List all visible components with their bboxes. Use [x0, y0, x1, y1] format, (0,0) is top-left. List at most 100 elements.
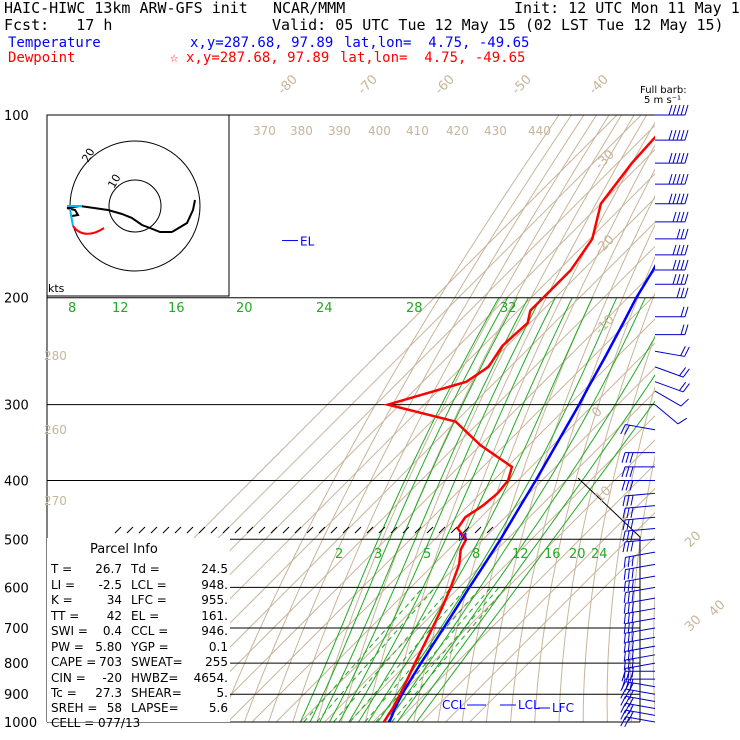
inset-border: [577, 477, 641, 722]
hatch-mark: [198, 526, 206, 534]
parcel-value: 5.6: [209, 701, 228, 715]
hodograph: 10 20 kts: [46, 114, 230, 297]
mixing-ratio-label: 12: [512, 547, 529, 562]
parcel-key: Td =: [130, 562, 160, 576]
wind-barb: [620, 702, 656, 715]
dry-adiabat-line: [437, 144, 655, 722]
mixing-ratio-label: 3: [374, 547, 382, 562]
hodograph-ring-10: [108, 179, 162, 233]
moist-adiabat-line: [406, 374, 655, 722]
dry-adiabat-line: [389, 115, 648, 722]
dry-adiabat-line: [582, 334, 655, 722]
dry-adiabat-line: [292, 115, 597, 722]
mixing-ratio-label: 28: [406, 301, 423, 316]
parcel-value: 34: [107, 593, 122, 607]
parcel-key: EL =: [131, 609, 159, 623]
pressure-label: 400: [4, 474, 29, 489]
parcel-info-title: Parcel Info: [90, 542, 158, 557]
valid-time: Valid: 05 UTC Tue 12 May 15 (02 LST Tue …: [272, 16, 724, 34]
theta-label: 280: [44, 349, 67, 363]
wind-barb: [620, 716, 656, 728]
hodograph-ring-label: 10: [105, 172, 123, 191]
parcel-value: 255: [205, 655, 228, 669]
parcel-info-bg: [47, 538, 230, 722]
moist-adiabat-line: [299, 297, 500, 722]
dry-adiabat-line: [243, 115, 572, 722]
parcel-cell: CELL = 077/13: [51, 716, 140, 730]
hatch-mark: [114, 526, 122, 534]
temperature-xy: x,y=287.68, 97.89: [190, 35, 334, 51]
hatch-mark: [186, 526, 194, 534]
parcel-value: 948.: [201, 578, 228, 592]
hatch-mark: [462, 526, 470, 534]
theta-label: 380: [290, 124, 313, 138]
isotherm-label: 40: [706, 598, 728, 620]
wind-barb: [621, 678, 655, 690]
wind-barb: [655, 228, 689, 240]
hatch-mark: [414, 526, 422, 534]
parcel-value: 27.3: [95, 686, 122, 700]
isotherm-label: -40: [586, 72, 612, 98]
wind-barb: [655, 274, 689, 285]
init-time: Init: 12 UTC Mon 11 May 15: [514, 0, 740, 17]
hatch-mark: [426, 526, 434, 534]
barb-legend-units: 5 m s⁻¹: [644, 95, 681, 106]
parcel-info-panel: Parcel Info T = 26.7 Td = 24.5 LI = -2.5 LCL = 9…: [47, 538, 230, 730]
wind-barb: [622, 505, 656, 519]
header: HAIC-HIWC 13km ARW-GFS init NCAR/MMM Ini…: [0, 0, 740, 106]
dewpoint-marker-icon: ☆: [170, 50, 179, 66]
melting-level-label: M: [458, 531, 468, 544]
wind-barb: [620, 688, 656, 700]
barb-legend-title: Full barb:: [640, 85, 687, 96]
hatch-mark: [294, 526, 302, 534]
sounding-traces: EL CCL LCL LFC M: [282, 135, 655, 722]
pressure-label: 900: [4, 688, 29, 703]
wind-barb: [623, 597, 656, 614]
hatch-mark: [174, 526, 182, 534]
hatch-mark: [330, 526, 338, 534]
wind-barb: [654, 381, 690, 393]
wind-barb: [620, 709, 656, 722]
wind-barbs: [620, 104, 690, 728]
pressure-label: 100: [4, 109, 29, 124]
dry-adiabat-line: [268, 115, 585, 722]
wind-barb: [621, 466, 655, 478]
pressure-label: 800: [4, 657, 29, 672]
wind-barb: [622, 528, 656, 542]
forecast-hour: Fcst: 17 h: [4, 16, 113, 34]
parcel-value: 0.1: [209, 640, 228, 654]
wind-barb: [655, 174, 689, 185]
hatch-mark: [234, 526, 242, 534]
dry-adiabat-line: [676, 115, 740, 722]
wind-barb: [655, 244, 689, 256]
dry-adiabat-line: [485, 194, 655, 722]
wind-barb: [623, 617, 656, 635]
parcel-key: CIN =: [51, 671, 86, 685]
wind-barb: [621, 452, 655, 463]
mixing-ratio-label: 16: [168, 301, 185, 316]
hatch-mark: [354, 526, 362, 534]
pressure-label: 600: [4, 581, 29, 596]
moist-adiabat-line: [348, 297, 556, 722]
dry-adiabat-line: [510, 223, 655, 722]
theta-label: 430: [484, 124, 507, 138]
wind-barb: [654, 346, 690, 357]
dewpoint-trace: [382, 135, 655, 722]
parcel-key: CCL =: [131, 624, 168, 638]
parcel-key: LI =: [51, 578, 75, 592]
parcel-key: K =: [51, 593, 73, 607]
isotherm-line: [179, 245, 655, 722]
model-title: HAIC-HIWC 13km ARW-GFS init: [4, 0, 248, 17]
parcel-value: 4654.: [194, 671, 228, 685]
hatch-mark: [318, 526, 326, 534]
mixing-ratio-label: 8: [472, 547, 480, 562]
dry-adiabat-line: [364, 115, 635, 722]
hatch-mark: [366, 526, 374, 534]
wind-barb: [622, 516, 656, 531]
hatch-mark: [306, 526, 314, 534]
pressure-label: 300: [4, 399, 29, 414]
parcel-value: -20: [102, 671, 122, 685]
dewpoint-xy: x,y=287.68, 97.89: [186, 50, 330, 66]
parcel-key: CAPE =: [51, 655, 96, 669]
